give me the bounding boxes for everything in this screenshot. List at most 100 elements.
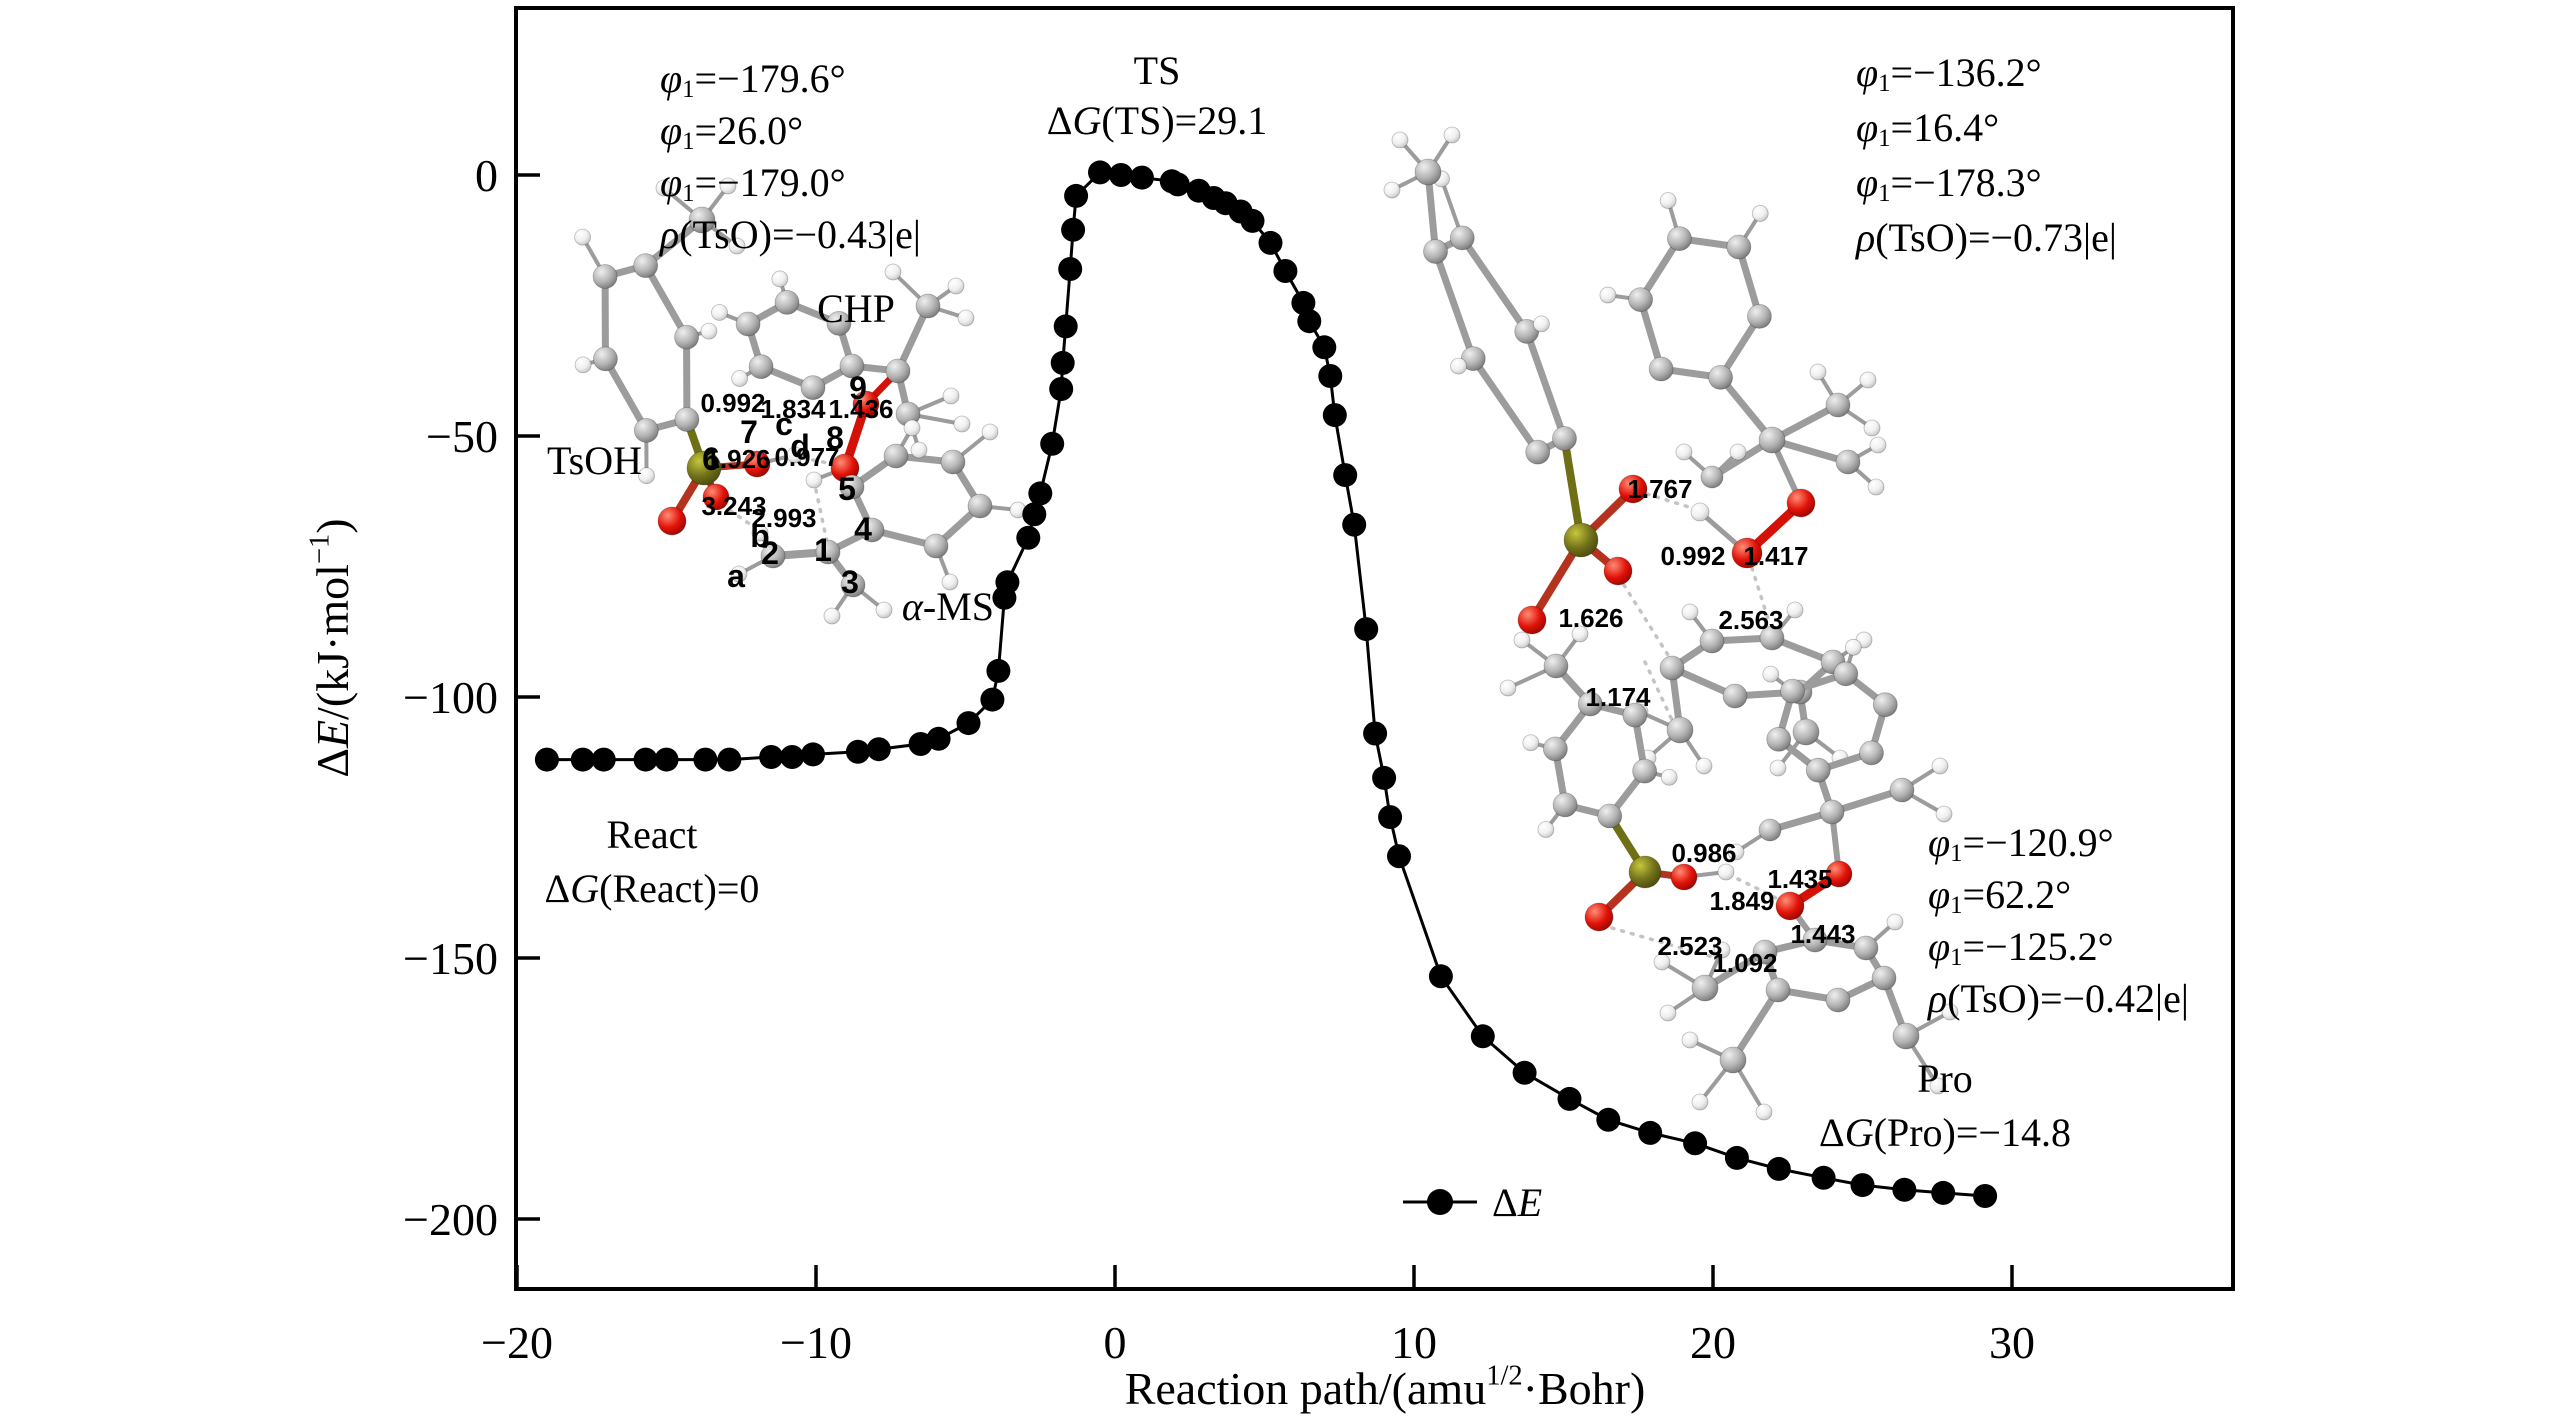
x-axis-title: Reaction path/(amu1/2·Bohr) [1125, 1361, 1646, 1414]
carbon-atom [1766, 726, 1792, 752]
carbon-atom [1648, 356, 1674, 382]
carbon-atom [760, 543, 786, 569]
data-point [1318, 364, 1343, 388]
carbon-atom [1805, 757, 1831, 783]
annotation-line: φ1=−179.0° [660, 160, 846, 207]
atom-id-label: 6 [702, 441, 720, 477]
carbon-atom [1752, 939, 1778, 965]
data-point [534, 747, 559, 772]
bond-length-label: 1.626 [1558, 603, 1623, 633]
data-point [1058, 257, 1083, 281]
data-point [1022, 502, 1047, 527]
carbon-atom [1542, 736, 1568, 762]
carbon-atom [1889, 777, 1915, 803]
oxygen-atom [852, 390, 880, 418]
data-point [1683, 1131, 1708, 1156]
oxygen-atom [1731, 537, 1763, 569]
carbon-atom [1449, 225, 1475, 251]
sulfur-atom [686, 450, 722, 486]
annotation-line: ΔG(Pro)=−14.8 [1819, 1110, 2071, 1155]
hydrogen-atom [1755, 1103, 1773, 1121]
data-point [1016, 525, 1041, 550]
data-point [591, 747, 616, 772]
bond-length-label: 1.092 [1712, 948, 1777, 978]
carbon-atom [839, 474, 865, 500]
data-point [1109, 163, 1133, 187]
pro-params: φ1=−120.9° φ1=62.2° φ1=−125.2° ρ(TsO)=−0.42… [1926, 820, 2189, 1021]
hydrogen-atom [1599, 286, 1617, 304]
hydrogen-bond [1750, 566, 1772, 627]
y-tick-label: 0 [475, 150, 498, 201]
molecule-pro [1499, 625, 1959, 1121]
carbon-atom [1628, 287, 1653, 313]
bond [1424, 168, 1440, 255]
hydrogen-atom [1762, 665, 1780, 683]
tsoh-tag: TsOH [547, 438, 642, 483]
hydrogen-atom [728, 237, 746, 255]
hydrogen-atom [947, 277, 965, 295]
data-point [1050, 350, 1075, 375]
annotation-line: ΔG(TS)=29.1 [1047, 98, 1268, 143]
hydrogen-atom [953, 415, 971, 433]
data-point [845, 739, 870, 764]
atom-id-label: b [750, 518, 770, 554]
hydrogen-atom [1717, 863, 1735, 881]
carbon-atom [1780, 678, 1805, 704]
legend-label: ΔE [1492, 1180, 1542, 1225]
data-point [1766, 1156, 1791, 1181]
bond-length-label: 1.443 [1790, 919, 1855, 949]
hydrogen-atom [805, 471, 823, 489]
hydrogen-atom [1499, 679, 1517, 697]
data-point [1931, 1180, 1956, 1205]
carbon-atom [1726, 234, 1752, 260]
bond-length-label: 1.767 [1627, 474, 1692, 504]
data-point [1297, 309, 1322, 334]
hydrogen-bond [1645, 492, 1694, 510]
hydrogen-atom [941, 573, 959, 591]
atom-id-label: 3 [841, 564, 859, 600]
hydrogen-atom [1659, 192, 1677, 209]
data-point [1892, 1177, 1917, 1202]
hydrogen-atom [1443, 126, 1461, 144]
ts-params: φ1=−136.2° φ1=16.4° φ1=−178.3° ρ(TsO)=−0.73… [1854, 50, 2117, 260]
carbon-atom [839, 353, 865, 379]
data-point [693, 747, 718, 772]
annotation-line: ΔG(React)=0 [545, 866, 760, 911]
atom-id-label: 1 [814, 532, 832, 568]
carbon-atom [674, 324, 699, 350]
bond-length-label: 1.174 [1585, 682, 1651, 712]
bond-length-label: 2.563 [1718, 605, 1783, 635]
data-point [1387, 844, 1411, 869]
oxygen-atom [1775, 891, 1805, 921]
atom-id-label: d [790, 428, 810, 464]
oxygen-atom [1670, 863, 1698, 891]
carbon-atom [840, 572, 866, 598]
bond-length-label: 1.436 [828, 394, 893, 424]
data-point [1061, 217, 1086, 242]
carbon-atom [1792, 718, 1820, 746]
hydrogen-atom [1729, 443, 1747, 461]
bond-length-label: 1.834 [760, 394, 826, 424]
data-point [654, 747, 679, 772]
hydrogen-atom [1681, 1031, 1699, 1049]
hydrogen-atom [730, 565, 748, 583]
annotation-line: ρ(TsO)=−0.43|e| [658, 212, 921, 257]
carbon-atom [633, 253, 659, 279]
bond-length-label: 1.417 [1743, 541, 1808, 571]
y-tick-label: −150 [403, 933, 498, 984]
hydrogen-atom [1886, 913, 1904, 931]
carbon-atom [1622, 702, 1648, 728]
energy-curve [534, 160, 1998, 1208]
molecule-react [574, 177, 1027, 625]
hydrogen-atom [1935, 805, 1953, 823]
hydrogen-atom [1867, 478, 1885, 496]
oxygen-atom [1584, 902, 1614, 932]
bond-length-label: 1.435 [1767, 864, 1832, 894]
carbon-atom [826, 310, 852, 336]
hydrogen-bond [1622, 583, 1670, 657]
atom-id-label: 7 [740, 414, 758, 450]
data-point [1312, 335, 1337, 360]
ts-label: TS ΔG(TS)=29.1 [1047, 48, 1268, 143]
hydrogen-atom [1533, 315, 1550, 333]
